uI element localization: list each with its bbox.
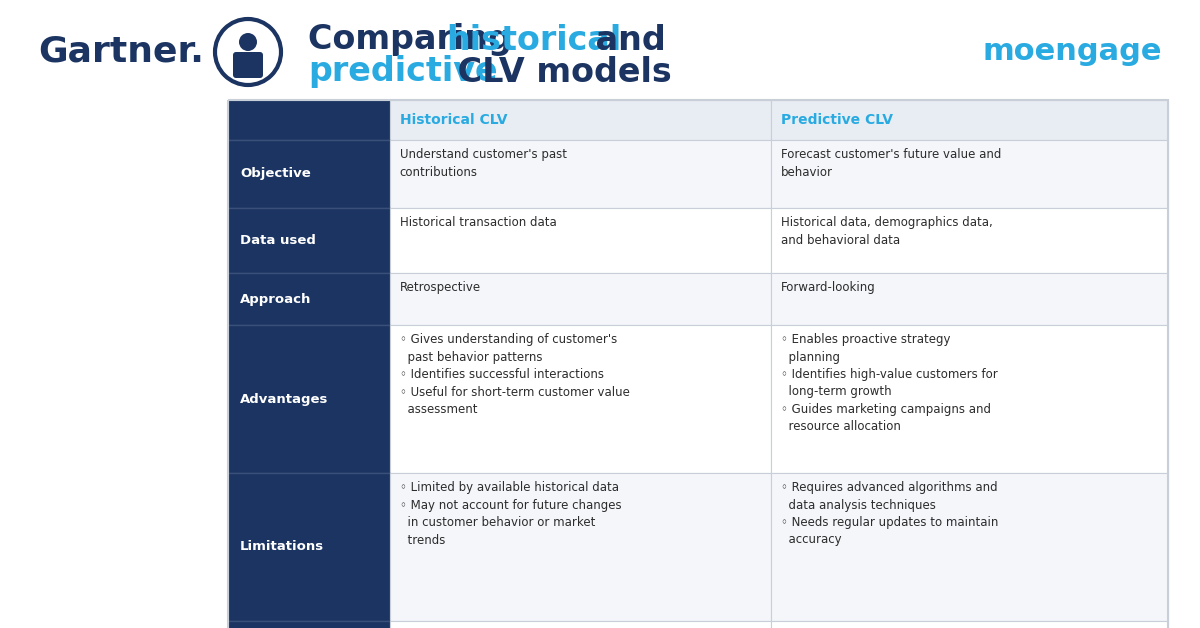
Text: Data used: Data used xyxy=(240,234,316,247)
Text: and: and xyxy=(584,23,666,57)
Bar xyxy=(772,325,1168,473)
Text: Objective: Objective xyxy=(240,168,311,180)
Bar xyxy=(390,208,772,273)
Text: historical: historical xyxy=(446,23,622,57)
Circle shape xyxy=(239,33,257,51)
Text: ◦ Gives understanding of customer's
  past behavior patterns
◦ Identifies succes: ◦ Gives understanding of customer's past… xyxy=(400,333,630,416)
Bar xyxy=(390,100,772,140)
Text: ◦ Requires advanced algorithms and
  data analysis techniques
◦ Needs regular up: ◦ Requires advanced algorithms and data … xyxy=(781,481,998,546)
Bar xyxy=(228,208,390,273)
Text: ◦ Limited by available historical data
◦ May not account for future changes
  in: ◦ Limited by available historical data ◦… xyxy=(400,481,622,546)
Bar xyxy=(390,621,772,628)
Text: predictive: predictive xyxy=(308,55,498,89)
Bar xyxy=(228,273,390,325)
Bar xyxy=(390,473,772,621)
Text: moengage: moengage xyxy=(983,38,1162,67)
Bar xyxy=(228,100,390,140)
Bar xyxy=(228,140,390,208)
Text: Gartner.: Gartner. xyxy=(38,35,204,69)
Text: Predictive CLV: Predictive CLV xyxy=(781,113,893,127)
Bar xyxy=(228,473,390,621)
Text: ◦ Enables proactive strategy
  planning
◦ Identifies high-value customers for
  : ◦ Enables proactive strategy planning ◦ … xyxy=(781,333,998,433)
Bar xyxy=(390,140,772,208)
Text: Retrospective: Retrospective xyxy=(400,281,481,294)
Bar xyxy=(772,273,1168,325)
Text: CLV models: CLV models xyxy=(446,55,672,89)
Bar xyxy=(772,473,1168,621)
Text: Historical transaction data: Historical transaction data xyxy=(400,216,557,229)
Bar xyxy=(390,325,772,473)
Bar xyxy=(772,621,1168,628)
Bar xyxy=(390,273,772,325)
Text: Historical data, demographics data,
and behavioral data: Historical data, demographics data, and … xyxy=(781,216,994,247)
Text: Limitations: Limitations xyxy=(240,541,324,553)
Bar xyxy=(228,325,390,473)
Text: Forward-looking: Forward-looking xyxy=(781,281,876,294)
Bar xyxy=(772,100,1168,140)
Text: Approach: Approach xyxy=(240,293,311,305)
Bar xyxy=(228,621,390,628)
Bar xyxy=(772,140,1168,208)
FancyBboxPatch shape xyxy=(233,52,263,78)
Bar xyxy=(228,100,1168,628)
Text: Forecast customer's future value and
behavior: Forecast customer's future value and beh… xyxy=(781,148,1002,178)
Text: Understand customer's past
contributions: Understand customer's past contributions xyxy=(400,148,566,178)
Text: Advantages: Advantages xyxy=(240,392,329,406)
Text: Historical CLV: Historical CLV xyxy=(400,113,508,127)
Bar xyxy=(772,208,1168,273)
Text: Comparing: Comparing xyxy=(308,23,523,57)
